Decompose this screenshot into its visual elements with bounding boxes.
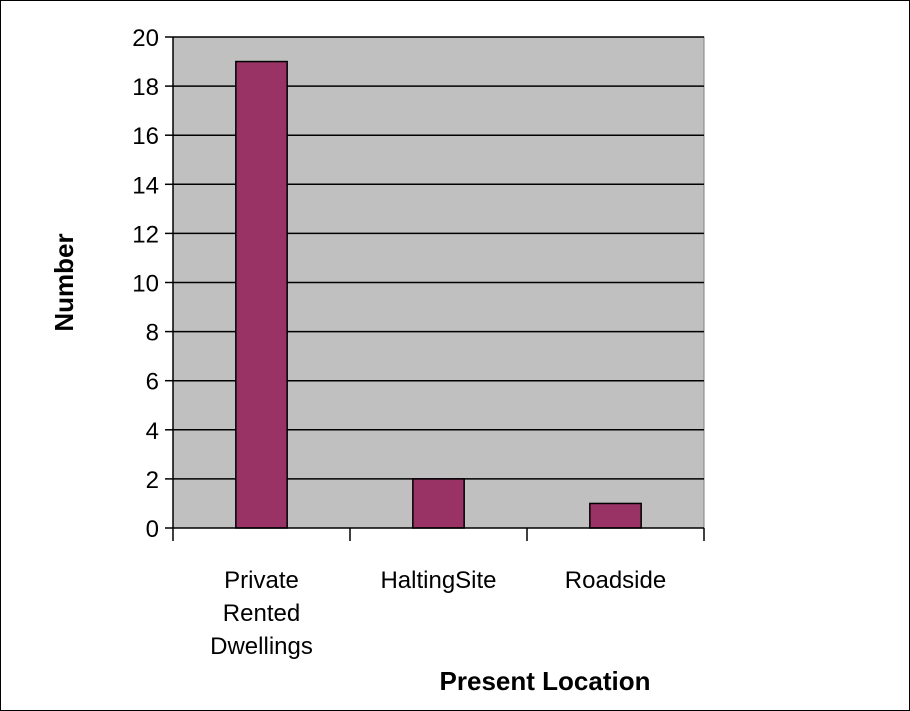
y-tick-labels: 0 2 4 6 8 10 12 14 16 18 20 (132, 25, 159, 543)
x-category-label-line: Roadside (565, 567, 666, 594)
x-category-label-line: Rented (223, 600, 300, 627)
x-category-label: HaltingSite (380, 567, 496, 594)
axes (165, 36, 705, 541)
y-tick-label: 20 (132, 25, 159, 52)
y-tick-label: 2 (146, 467, 159, 494)
x-category-label: Private Rented Dwellings (210, 567, 313, 660)
x-category-label: Roadside (565, 567, 666, 594)
y-tick-label: 16 (132, 123, 159, 150)
bar (589, 502, 642, 529)
y-tick-label: 4 (146, 418, 159, 445)
y-tick-label: 14 (132, 172, 159, 199)
bar (235, 60, 288, 529)
x-tick-labels: Private Rented Dwellings HaltingSite Roadsid… (210, 567, 666, 660)
y-tick-label: 0 (146, 516, 159, 543)
bar (412, 478, 465, 529)
y-tick-label: 10 (132, 271, 159, 298)
y-axis-title: Number (49, 233, 79, 331)
x-category-label-line: HaltingSite (380, 567, 496, 594)
y-tick-label: 18 (132, 74, 159, 101)
y-tick-label: 8 (146, 320, 159, 347)
x-category-label-line: Private (224, 567, 299, 594)
y-tick-label: 12 (132, 221, 159, 248)
y-tick-label: 6 (146, 369, 159, 396)
x-category-label-line: Dwellings (210, 633, 313, 660)
x-axis-title: Present Location (440, 666, 651, 696)
